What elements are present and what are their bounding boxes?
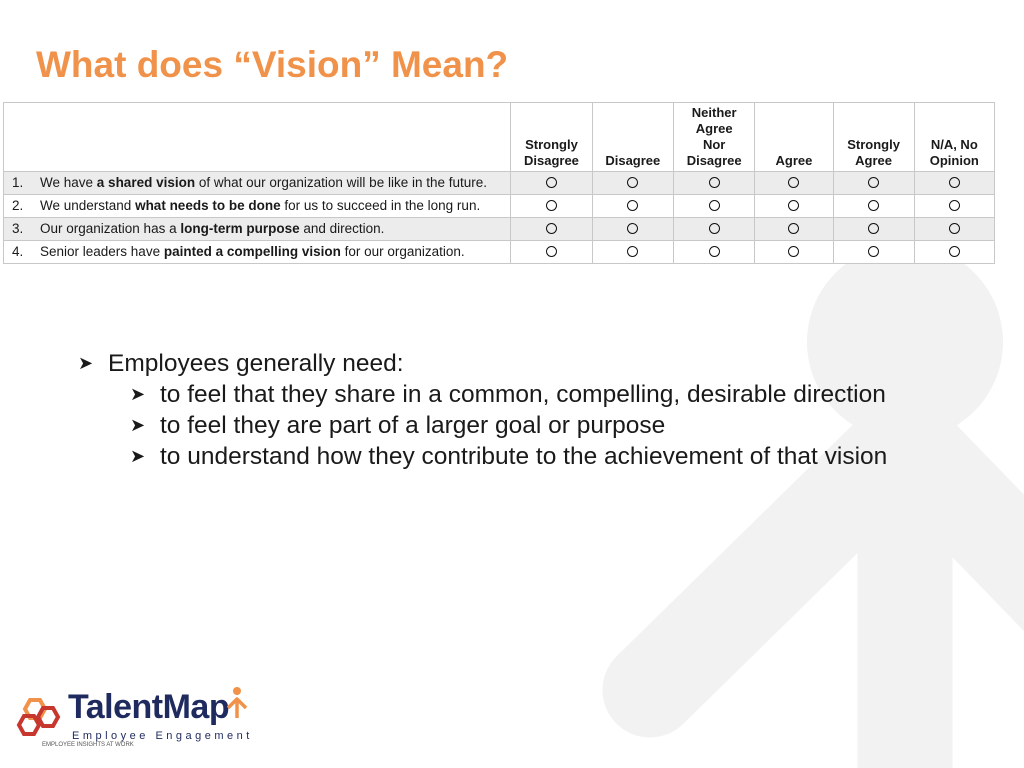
table-row: 1. We have a shared vision of what our or…	[2, 171, 996, 195]
radio-circle-icon[interactable]	[545, 177, 557, 188]
question-cell: 3. Our organization has a long-term purpo…	[2, 217, 512, 241]
radio-circle-icon[interactable]	[545, 200, 557, 211]
option-cell[interactable]	[591, 217, 674, 241]
radio-circle-icon[interactable]	[948, 177, 960, 188]
talentmap-logo: TalentMap Employee Engagement EMPLOYEE I…	[16, 686, 256, 756]
radio-circle-icon[interactable]	[868, 200, 880, 211]
question-cell: 1. We have a shared vision of what our or…	[2, 171, 512, 195]
logo-wordmark: TalentMap	[68, 688, 230, 726]
bullet-sub: ➤ to feel that they share in a common, co…	[130, 381, 886, 408]
option-cell[interactable]	[672, 240, 756, 264]
radio-circle-icon[interactable]	[948, 200, 960, 211]
radio-circle-icon[interactable]	[708, 177, 720, 188]
arrowhead-bullet-icon: ➤	[130, 384, 146, 404]
radio-circle-icon[interactable]	[868, 246, 880, 257]
question-text: Senior leaders have painted a compelling…	[40, 244, 465, 259]
col-header-agree: Agree	[754, 102, 834, 172]
col-header-strongly-agree: Strongly Agree	[832, 102, 915, 172]
question-number: 3.	[12, 221, 24, 236]
table-row: 2. We understand what needs to be done fo…	[2, 194, 996, 218]
logo-tagline: EMPLOYEE INSIGHTS AT WORK	[42, 742, 134, 748]
option-cell[interactable]	[754, 217, 834, 241]
option-cell[interactable]	[832, 217, 915, 241]
table-row: 3. Our organization has a long-term purpo…	[2, 217, 996, 241]
radio-circle-icon[interactable]	[868, 177, 880, 188]
option-cell[interactable]	[510, 171, 593, 195]
question-number: 4.	[12, 244, 24, 259]
option-cell[interactable]	[832, 240, 915, 264]
option-cell[interactable]	[832, 171, 915, 195]
radio-circle-icon[interactable]	[545, 246, 557, 257]
bullet-sub: ➤ to understand how they contribute to th…	[130, 443, 888, 470]
option-cell[interactable]	[913, 171, 996, 195]
table-row: 4. Senior leaders have painted a compelli…	[2, 240, 996, 264]
radio-circle-icon[interactable]	[948, 246, 960, 257]
radio-circle-icon[interactable]	[788, 246, 800, 257]
table-header-row: Strongly Disagree Disagree Neither Agree No…	[2, 102, 996, 172]
option-cell[interactable]	[591, 194, 674, 218]
option-cell[interactable]	[591, 240, 674, 264]
option-cell[interactable]	[510, 194, 593, 218]
col-header-strongly-disagree: Strongly Disagree	[510, 102, 593, 172]
option-cell[interactable]	[510, 217, 593, 241]
bullet-sub: ➤ to feel they are part of a larger goal …	[130, 412, 666, 439]
radio-circle-icon[interactable]	[627, 223, 639, 234]
radio-circle-icon[interactable]	[627, 200, 639, 211]
question-number: 1.	[12, 175, 24, 190]
option-cell[interactable]	[832, 194, 915, 218]
option-cell[interactable]	[754, 194, 834, 218]
question-text: We understand what needs to be done for …	[40, 198, 481, 213]
radio-circle-icon[interactable]	[708, 223, 720, 234]
survey-table: Strongly Disagree Disagree Neither Agree No…	[2, 102, 996, 264]
question-header	[2, 102, 512, 172]
question-number: 2.	[12, 198, 24, 213]
arrowhead-bullet-icon: ➤	[130, 446, 146, 466]
option-cell[interactable]	[754, 240, 834, 264]
radio-circle-icon[interactable]	[788, 177, 800, 188]
person-arrow-icon	[226, 687, 248, 718]
option-cell[interactable]	[591, 171, 674, 195]
question-cell: 4. Senior leaders have painted a compelli…	[2, 240, 512, 264]
radio-circle-icon[interactable]	[788, 223, 800, 234]
bullet-main: ➤ Employees generally need:	[78, 350, 404, 377]
radio-circle-icon[interactable]	[708, 246, 720, 257]
option-cell[interactable]	[510, 240, 593, 264]
arrowhead-bullet-icon: ➤	[130, 415, 146, 435]
radio-circle-icon[interactable]	[868, 223, 880, 234]
option-cell[interactable]	[913, 194, 996, 218]
radio-circle-icon[interactable]	[545, 223, 557, 234]
question-cell: 2. We understand what needs to be done fo…	[2, 194, 512, 218]
radio-circle-icon[interactable]	[788, 200, 800, 211]
col-header-disagree: Disagree	[591, 102, 674, 172]
radio-circle-icon[interactable]	[948, 223, 960, 234]
option-cell[interactable]	[754, 171, 834, 195]
hexagon-cluster-icon	[16, 698, 61, 736]
radio-circle-icon[interactable]	[627, 246, 639, 257]
option-cell[interactable]	[672, 171, 756, 195]
question-text: Our organization has a long-term purpose…	[40, 221, 385, 236]
arrowhead-bullet-icon: ➤	[78, 353, 94, 373]
option-cell[interactable]	[913, 217, 996, 241]
logo-subtitle: Employee Engagement	[72, 730, 253, 742]
option-cell[interactable]	[672, 217, 756, 241]
radio-circle-icon[interactable]	[708, 200, 720, 211]
option-cell[interactable]	[672, 194, 756, 218]
option-cell[interactable]	[913, 240, 996, 264]
slide-title: What does “Vision” Mean?	[36, 44, 509, 85]
question-text: We have a shared vision of what our orga…	[40, 175, 488, 190]
radio-circle-icon[interactable]	[627, 177, 639, 188]
col-header-na: N/A, No Opinion	[913, 102, 996, 172]
bullet-list: ➤ Employees generally need: ➤ to feel that…	[78, 348, 887, 472]
col-header-neutral: Neither Agree Nor Disagree	[672, 102, 756, 172]
